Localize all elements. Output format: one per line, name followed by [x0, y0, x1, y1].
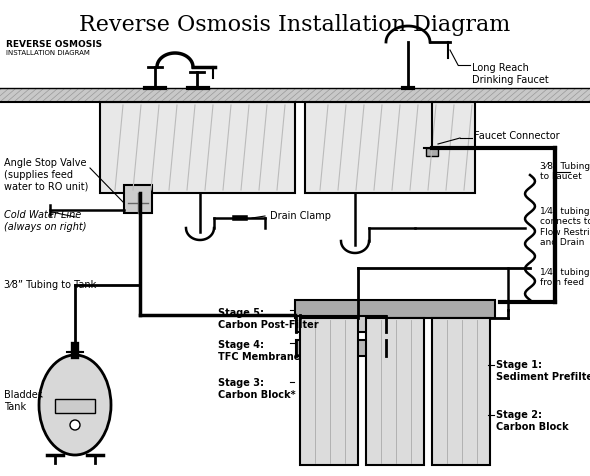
- Bar: [296, 316, 386, 332]
- Text: 3⁄8” Tubing
to Faucet: 3⁄8” Tubing to Faucet: [540, 162, 590, 181]
- Text: Stage 2:
Carbon Block: Stage 2: Carbon Block: [496, 410, 569, 432]
- Text: Stage 5:
Carbon Post-Filter: Stage 5: Carbon Post-Filter: [218, 308, 319, 329]
- Bar: [432, 318, 490, 465]
- Text: Long Reach
Drinking Faucet: Long Reach Drinking Faucet: [472, 63, 549, 85]
- Text: Stage 1:
Sediment Prefilter: Stage 1: Sediment Prefilter: [496, 360, 590, 382]
- Text: Reverse Osmosis Installation Diagram: Reverse Osmosis Installation Diagram: [80, 14, 510, 36]
- Bar: [295, 300, 495, 318]
- Bar: [300, 318, 358, 465]
- Text: Drain Clamp: Drain Clamp: [270, 211, 331, 221]
- Bar: [426, 148, 438, 156]
- Circle shape: [70, 420, 80, 430]
- Text: 1⁄4” tubing
connects to
Flow Restrictor
and Drain: 1⁄4” tubing connects to Flow Restrictor …: [540, 207, 590, 247]
- Bar: [55, 399, 95, 413]
- Text: 3⁄8” Tubing to Tank: 3⁄8” Tubing to Tank: [4, 280, 96, 290]
- Text: Cold Water Line
(always on right): Cold Water Line (always on right): [4, 210, 87, 232]
- Bar: [124, 185, 152, 213]
- Bar: [296, 340, 386, 356]
- Text: Bladder
Tank: Bladder Tank: [4, 390, 42, 412]
- Bar: [100, 102, 295, 193]
- Ellipse shape: [39, 355, 111, 455]
- Text: Angle Stop Valve
(supplies feed
water to RO unit): Angle Stop Valve (supplies feed water to…: [4, 158, 88, 191]
- Bar: [366, 318, 424, 465]
- Text: Faucet Connector: Faucet Connector: [474, 131, 560, 141]
- Text: 1⁄4” tubing
from feed: 1⁄4” tubing from feed: [540, 268, 589, 288]
- Text: Stage 4:
TFC Membrane: Stage 4: TFC Membrane: [218, 340, 300, 362]
- Text: REVERSE OSMOSIS: REVERSE OSMOSIS: [6, 40, 102, 49]
- Text: Stage 3:
Carbon Block*: Stage 3: Carbon Block*: [218, 378, 296, 399]
- Bar: [0, 88, 590, 102]
- Bar: [305, 102, 475, 193]
- Text: INSTALLATION DIAGRAM: INSTALLATION DIAGRAM: [6, 50, 90, 56]
